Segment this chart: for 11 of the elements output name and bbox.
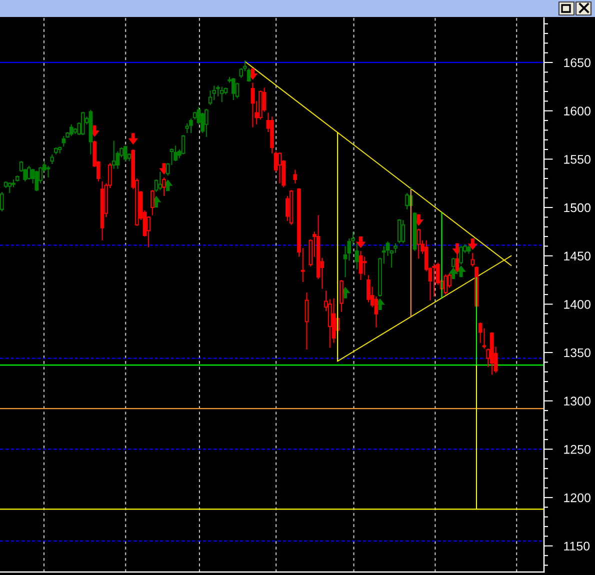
y-tick-label: 1400 bbox=[564, 300, 590, 309]
y-tick-label: 1200 bbox=[564, 493, 590, 502]
y-tick-label: 1250 bbox=[564, 445, 590, 454]
y-tick-label: 1650 bbox=[564, 58, 590, 68]
y-tick-label: 1500 bbox=[564, 203, 590, 212]
y-tick-label: 1450 bbox=[564, 252, 590, 260]
y-tick-label: 1150 bbox=[564, 542, 590, 551]
y-tick-label: 1550 bbox=[564, 154, 590, 164]
y-tick-label: 1350 bbox=[564, 348, 590, 358]
y-tick-label: 1300 bbox=[564, 396, 590, 406]
y-tick-label: 1600 bbox=[564, 106, 590, 116]
